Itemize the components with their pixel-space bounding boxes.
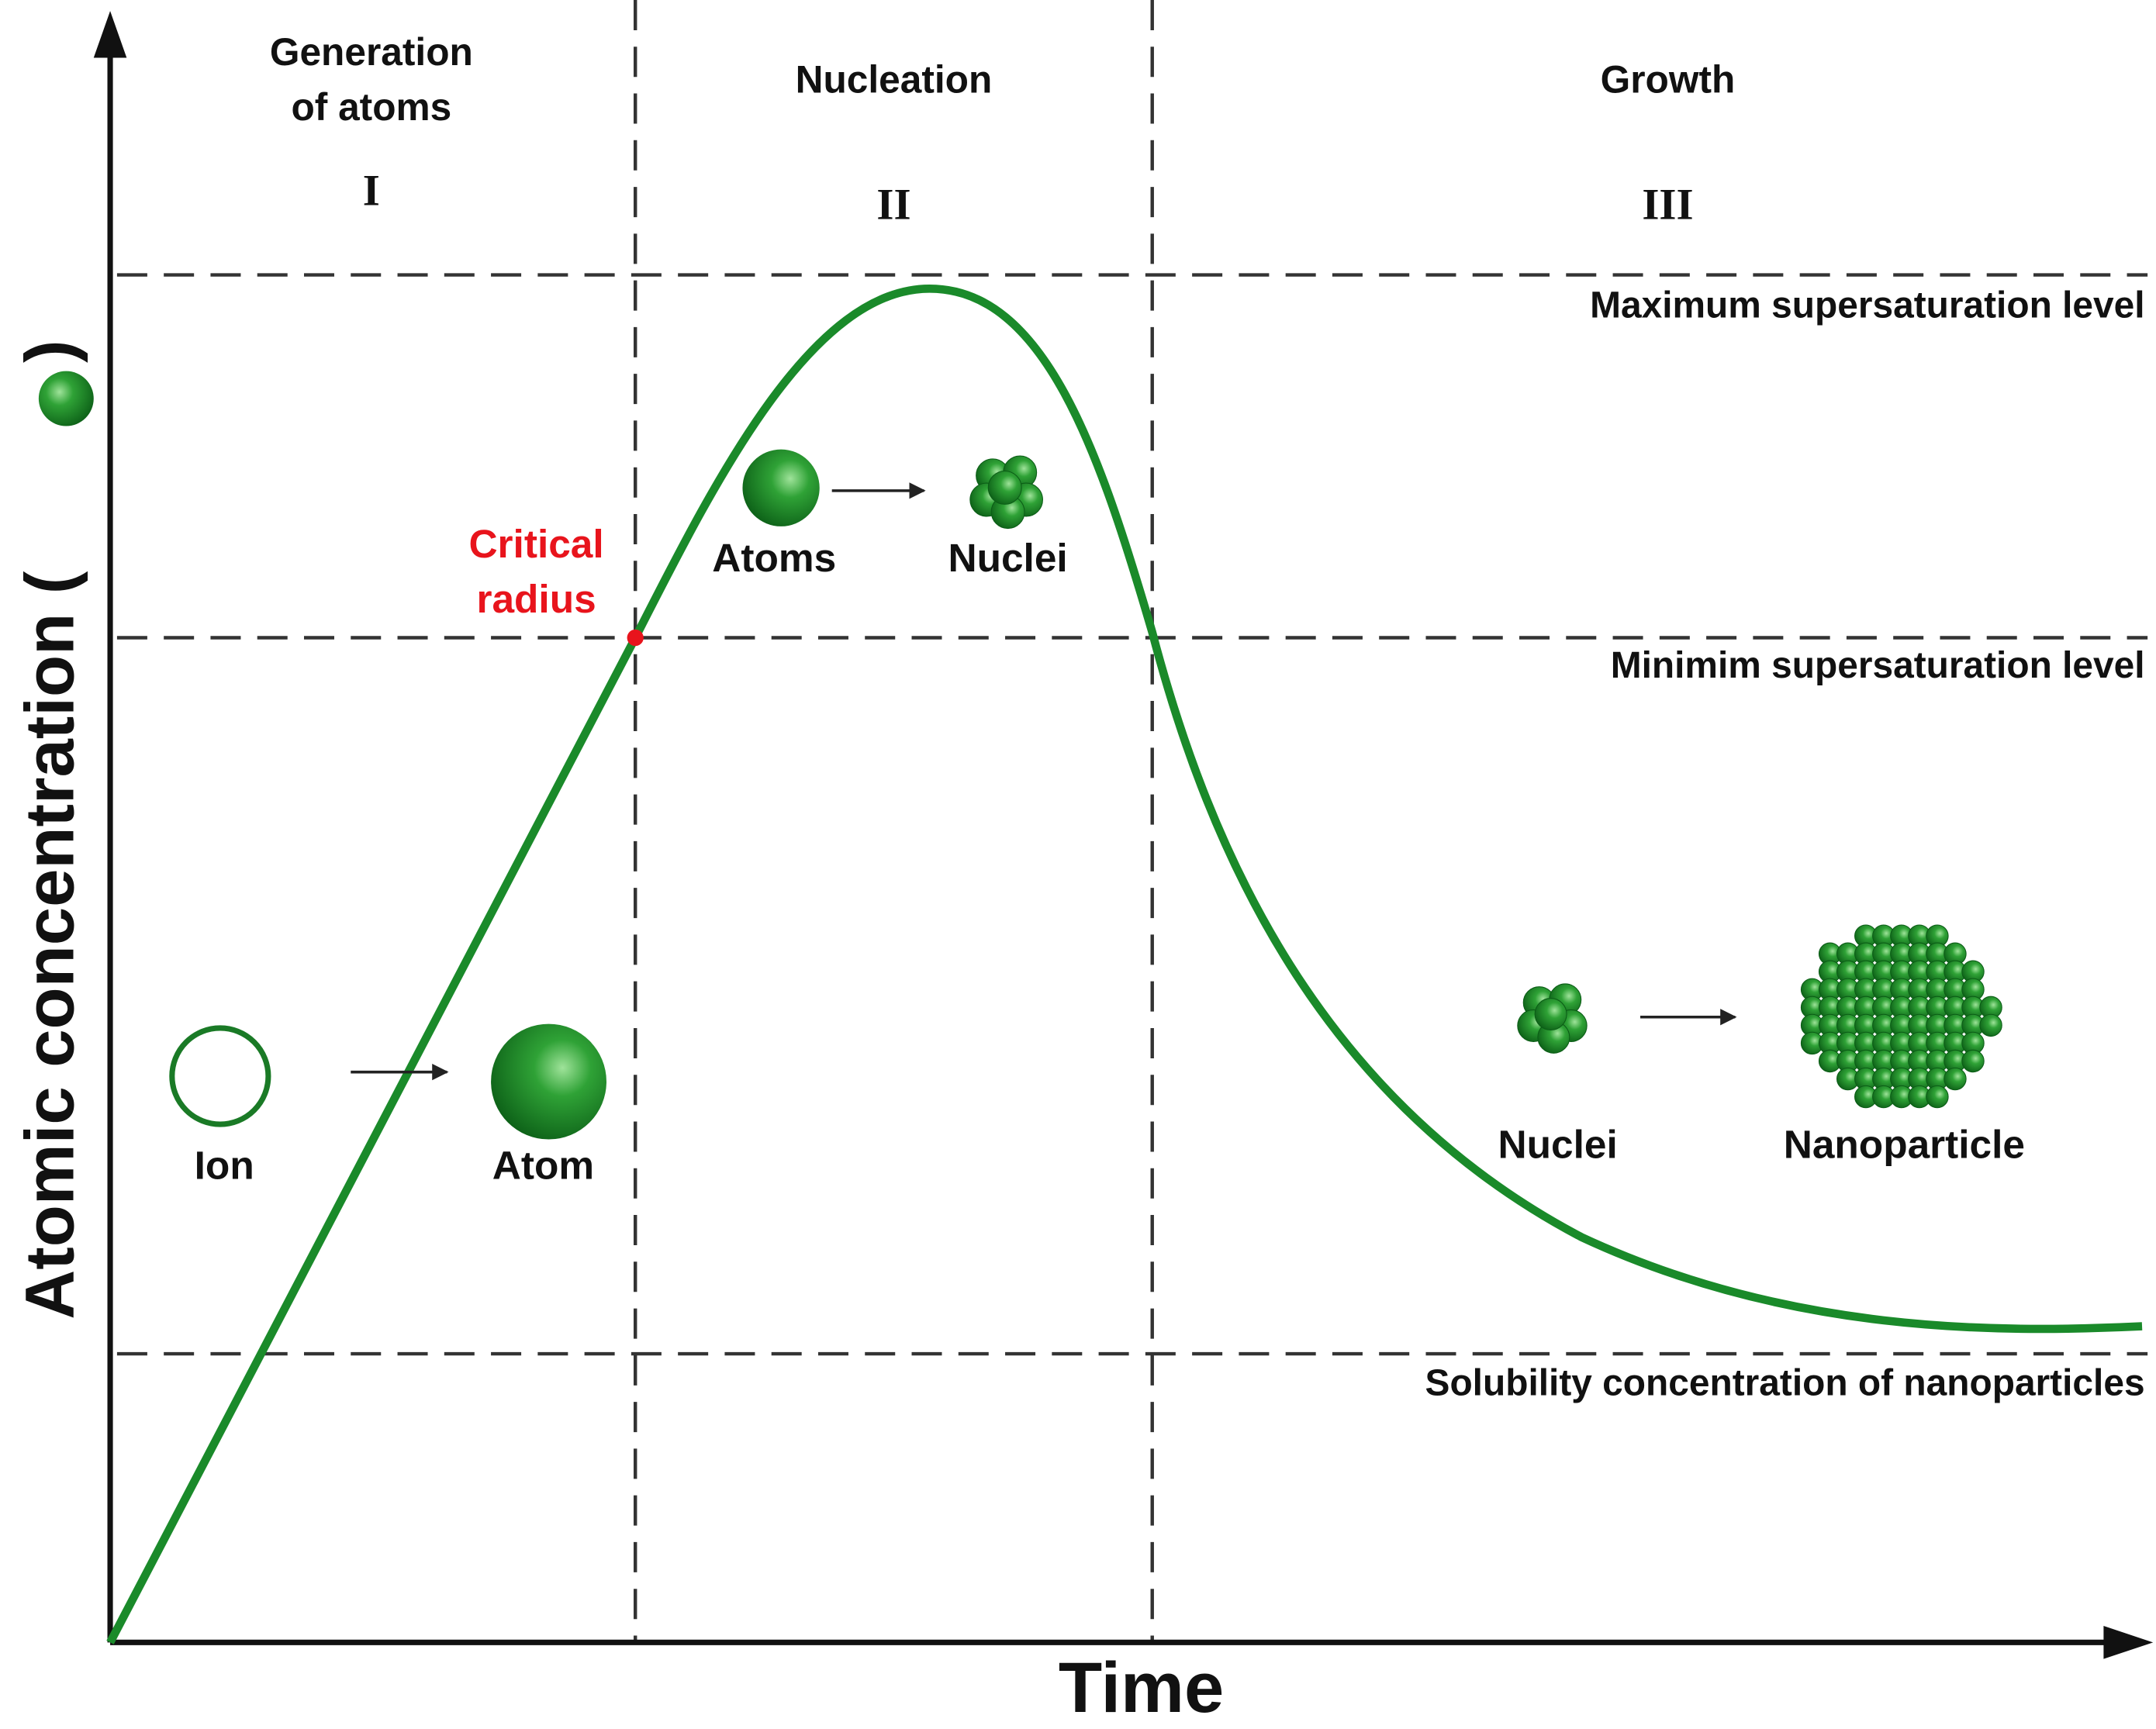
illustration-label: Nuclei <box>1498 1122 1618 1167</box>
concentration-curve <box>106 284 2143 1644</box>
sphere <box>1961 1049 1985 1073</box>
atom-icon <box>491 1023 606 1140</box>
atom-icon <box>38 371 94 426</box>
nuclei-icon <box>969 455 1043 530</box>
y-axis-label: ) <box>12 340 88 363</box>
level-label: Solubility concentration of nanoparticle… <box>1425 1362 2145 1403</box>
sphere <box>1944 1067 1967 1091</box>
illustration-label: Nanoparticle <box>1784 1122 2025 1167</box>
ion-icon <box>169 1025 271 1127</box>
stage-title: Growth <box>1601 57 1736 101</box>
stage-numeral: II <box>876 180 910 229</box>
stage-title: Generation <box>270 30 473 74</box>
illustration-label: Atoms <box>712 535 836 580</box>
sphere <box>1926 1085 1949 1109</box>
nanoparticle-icon <box>1800 924 2002 1109</box>
level-label: Minimim supersaturation level <box>1611 645 2145 686</box>
illustration-label: Nuclei <box>948 535 1067 580</box>
sphere <box>1979 1013 2002 1037</box>
annotation: radius <box>476 576 596 621</box>
y-axis-label: Atomic concentration ( <box>12 571 88 1320</box>
x-axis-label: Time <box>1059 1648 1224 1727</box>
stage-title: of atoms <box>291 85 451 129</box>
stage-numeral: I <box>363 167 380 216</box>
illustration-label: Atom <box>492 1142 594 1187</box>
critical-point <box>627 629 644 647</box>
y-axis-arrow <box>93 11 127 58</box>
stage-numeral: III <box>1642 180 1693 229</box>
nuclei-icon <box>1517 983 1588 1054</box>
sphere <box>987 470 1022 505</box>
sphere <box>1534 998 1567 1031</box>
atom-icon <box>742 449 820 526</box>
stage-title: Nucleation <box>796 57 993 101</box>
level-label: Maximum supersaturation level <box>1590 285 2144 326</box>
annotation: Critical <box>468 521 603 566</box>
x-axis-arrow <box>2103 1626 2154 1659</box>
y-axis-label-group: Atomic concentration ( ) <box>12 340 94 1320</box>
illustration-label: Ion <box>195 1142 254 1187</box>
